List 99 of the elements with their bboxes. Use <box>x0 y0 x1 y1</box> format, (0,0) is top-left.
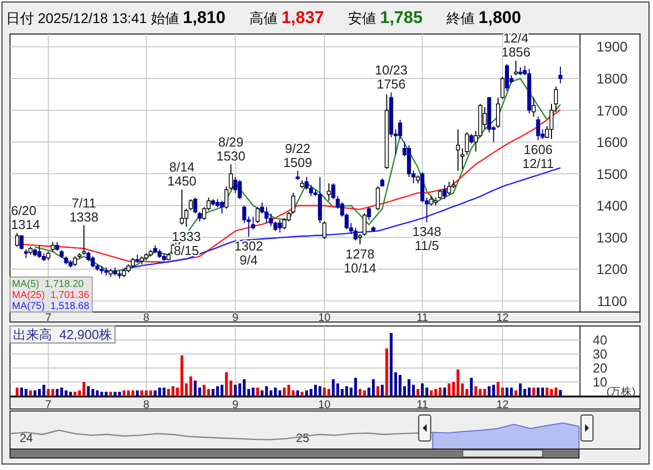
x-tick-label: 11 <box>416 312 428 324</box>
bar <box>523 389 526 396</box>
x-tick-label: 25 <box>296 431 310 445</box>
bar <box>242 379 246 396</box>
bar <box>425 388 428 396</box>
annotation: 8/29 1530 <box>216 134 246 164</box>
bar <box>86 386 90 396</box>
bar <box>322 388 326 396</box>
bar <box>60 388 64 396</box>
annotation: 1302 9/4 <box>234 238 264 268</box>
x-tick-label: 11 <box>416 399 428 411</box>
y-tick-label: 30 <box>592 346 608 362</box>
x-tick-label: 12 <box>496 312 509 324</box>
bar <box>16 388 19 396</box>
bar <box>372 379 375 396</box>
annotation: 1606 12/11 <box>522 142 554 172</box>
x-tick-label: 10 <box>318 399 331 411</box>
bar <box>278 390 282 396</box>
bar <box>528 388 531 396</box>
bar <box>345 386 348 396</box>
text: 1,785 <box>380 8 423 27</box>
y-tick-label: 20 <box>592 360 608 376</box>
y-tick-label: 1800 <box>596 70 628 87</box>
x-tick-label: 7 <box>45 399 52 411</box>
bar <box>207 389 210 396</box>
y-tick-label: 1500 <box>596 166 628 182</box>
bar <box>29 390 32 396</box>
bar <box>340 389 344 396</box>
text: 始値 <box>150 10 179 26</box>
bar <box>420 383 424 396</box>
text: 安値 <box>348 10 376 26</box>
y-tick-label: 1200 <box>596 261 628 278</box>
y-tick-label: 1900 <box>596 38 628 55</box>
text: MA(75) 1,518.68 <box>12 301 90 312</box>
x-tick-label: 10 <box>318 312 331 324</box>
x-tick-label: 9 <box>232 399 238 411</box>
text: 高値 <box>249 10 278 26</box>
bar <box>443 388 446 396</box>
bar <box>180 355 184 396</box>
x-tick-label: 7 <box>45 312 52 324</box>
bar <box>434 389 438 396</box>
bar <box>282 388 286 396</box>
bar <box>376 386 380 396</box>
annotation: 8/14 1450 <box>167 160 196 189</box>
annotation: 9/22 1509 <box>283 140 312 170</box>
series-label: MA(5) 1,718.20 <box>12 279 84 290</box>
bar <box>256 388 259 396</box>
y-axis-title: (万株) <box>606 385 636 398</box>
y-tick-label: 1300 <box>596 229 628 246</box>
bar <box>478 389 482 396</box>
bar <box>488 386 491 396</box>
bar <box>91 389 94 396</box>
chart-title: 出来高 42,900株 <box>13 327 112 342</box>
bar <box>51 389 54 396</box>
bar <box>332 379 335 396</box>
bar <box>532 388 536 396</box>
text: 1,837 <box>281 8 324 27</box>
y-tick-label: 1100 <box>596 292 628 309</box>
bar <box>300 392 304 396</box>
bar <box>536 388 540 396</box>
bar <box>64 390 68 396</box>
bar <box>247 389 250 396</box>
annotation: 6/20 1314 <box>11 202 40 232</box>
bar <box>514 390 518 396</box>
x-tick-label: 12 <box>496 399 509 411</box>
annotation: 1348 11/5 <box>412 224 442 254</box>
bar <box>38 389 41 396</box>
x-tick-label: 9 <box>232 312 238 324</box>
y-tick-label: 1700 <box>596 102 628 118</box>
text: 日付 2025/12/18 13:41 <box>6 10 148 26</box>
bar <box>109 392 112 396</box>
text: 終値 <box>446 10 475 26</box>
bar <box>136 390 139 396</box>
bar <box>158 388 162 396</box>
annotation: 10/23 1756 <box>374 62 408 92</box>
bar <box>474 386 478 396</box>
text: 1,800 <box>478 8 522 27</box>
bar <box>194 380 197 396</box>
bar <box>252 388 255 396</box>
text: MA(25) 1,701.36 <box>12 290 90 301</box>
x-tick-label: 24 <box>20 431 34 445</box>
text: 1,810 <box>182 8 226 27</box>
annotation: 1278 10/14 <box>344 246 376 276</box>
y-tick-label: 40 <box>592 332 608 348</box>
bar <box>198 388 202 396</box>
bar <box>559 390 562 396</box>
y-tick-label: 10 <box>592 374 608 390</box>
annotation: 7/11 1338 <box>69 195 98 224</box>
x-tick-label: 8 <box>143 399 150 411</box>
bar <box>483 389 486 396</box>
bar <box>438 388 442 396</box>
bar <box>327 389 330 396</box>
y-tick-label: 1400 <box>596 198 628 214</box>
x-tick-label: 8 <box>143 312 150 324</box>
bar <box>56 389 59 396</box>
bar <box>46 389 50 396</box>
bar <box>416 389 420 396</box>
y-tick-label: 1600 <box>596 134 628 150</box>
bar <box>492 384 496 396</box>
